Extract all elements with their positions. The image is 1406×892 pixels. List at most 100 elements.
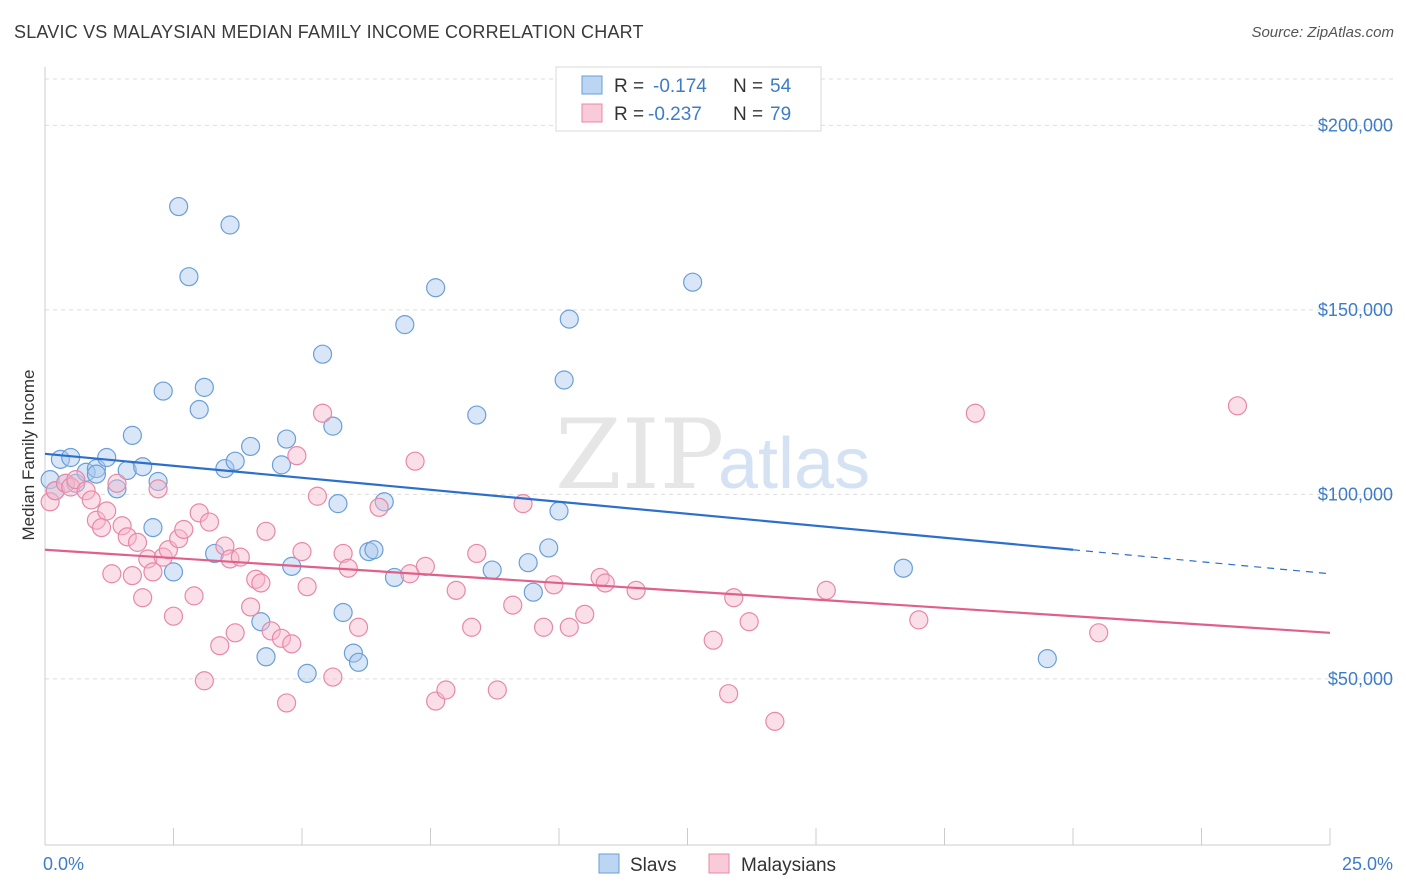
data-points bbox=[40, 196, 1248, 731]
malaysians-point-74 bbox=[765, 711, 785, 731]
malaysians-point-77 bbox=[965, 403, 985, 423]
malaysians-point-19 bbox=[148, 479, 168, 499]
malaysians-point-29 bbox=[210, 636, 230, 656]
malaysians-point-50 bbox=[348, 617, 369, 637]
slavs-point-0 bbox=[40, 470, 60, 490]
slavs-point-52 bbox=[559, 309, 579, 329]
malaysians-point-71 bbox=[719, 684, 739, 704]
malaysians-point-40 bbox=[276, 693, 297, 713]
legend-r-label-slavs: R = bbox=[614, 76, 644, 97]
bottom-legend-malaysians-swatch bbox=[708, 853, 730, 874]
slavs-point-33 bbox=[312, 344, 333, 364]
axes: $50,000 $100,000 $150,000 $200,000 0.0% 25.0% bbox=[43, 67, 1393, 874]
malaysians-point-65 bbox=[559, 617, 579, 637]
malaysians-point-43 bbox=[292, 542, 312, 562]
malaysians-point-35 bbox=[246, 569, 266, 589]
slavs-point-10 bbox=[107, 479, 127, 499]
slavs-point-46 bbox=[482, 560, 502, 580]
malaysians-point-73 bbox=[739, 612, 759, 632]
slavs-point-34 bbox=[323, 416, 343, 436]
y-tick-label-3: $200,000 bbox=[1318, 115, 1393, 135]
source-label: Source: ZipAtlas.com bbox=[1251, 24, 1394, 41]
malaysians-point-15 bbox=[127, 532, 148, 552]
gridlines bbox=[45, 78, 1395, 680]
malaysians-point-22 bbox=[163, 606, 184, 626]
slavs-point-45 bbox=[467, 405, 487, 425]
y-tick-label-0: $50,000 bbox=[1328, 669, 1393, 689]
slavs-point-21 bbox=[194, 377, 214, 397]
malaysians-point-41 bbox=[282, 634, 302, 654]
malaysians-point-12 bbox=[112, 516, 132, 536]
y-tick-label-2: $150,000 bbox=[1318, 300, 1393, 320]
slavs-point-13 bbox=[133, 457, 153, 477]
malaysians-point-27 bbox=[194, 671, 214, 691]
malaysians-point-57 bbox=[446, 580, 466, 600]
malaysians-point-37 bbox=[256, 521, 276, 541]
malaysians-point-9 bbox=[97, 501, 117, 521]
malaysians-point-54 bbox=[415, 556, 435, 576]
malaysians-point-59 bbox=[467, 543, 487, 564]
malaysians-point-28 bbox=[199, 512, 220, 532]
slavs-point-12 bbox=[122, 425, 142, 445]
malaysians-point-56 bbox=[436, 680, 456, 700]
slavs-point-32 bbox=[297, 663, 317, 683]
stats-legend: R = -0.174 N = 54 R = -0.237 N = 79 bbox=[555, 66, 822, 132]
watermark-atlas: atlas bbox=[718, 424, 870, 504]
slavs-point-48 bbox=[523, 582, 543, 602]
legend-n-label-malaysians: N = bbox=[733, 104, 763, 125]
malaysians-point-34 bbox=[241, 597, 261, 617]
bottom-legend: Slavs Malaysians bbox=[598, 853, 836, 876]
slavs-point-51 bbox=[549, 501, 569, 521]
slavs-point-15 bbox=[148, 471, 168, 492]
slavs-point-14 bbox=[143, 518, 163, 538]
slavs-point-47 bbox=[518, 553, 538, 573]
slavs-point-8 bbox=[86, 464, 107, 484]
malaysians-point-76 bbox=[909, 610, 929, 630]
malaysians-point-70 bbox=[703, 630, 723, 650]
malaysians-point-64 bbox=[544, 575, 564, 595]
malaysians-point-23 bbox=[169, 529, 189, 549]
slavs-point-18 bbox=[169, 196, 189, 217]
malaysians-point-10 bbox=[102, 564, 122, 584]
malaysians-point-14 bbox=[122, 565, 142, 586]
malaysians-point-44 bbox=[297, 577, 317, 597]
slavs-trend-extension bbox=[1072, 549, 1331, 575]
malaysians-point-32 bbox=[225, 623, 245, 643]
x-tick-label-1: 25.0% bbox=[1342, 854, 1393, 874]
malaysians-point-47 bbox=[323, 667, 343, 687]
malaysians-point-53 bbox=[405, 451, 425, 471]
y-axis-label: Median Family Income bbox=[19, 369, 38, 540]
malaysians-point-78 bbox=[1089, 623, 1109, 643]
slavs-point-53 bbox=[683, 272, 703, 292]
malaysians-point-75 bbox=[816, 580, 836, 600]
malaysians-point-68 bbox=[595, 573, 615, 593]
slavs-point-25 bbox=[225, 451, 245, 471]
slavs-point-26 bbox=[241, 436, 261, 457]
malaysians-point-0 bbox=[40, 492, 60, 512]
slavs-point-49 bbox=[539, 538, 559, 558]
slavs-point-16 bbox=[153, 381, 173, 401]
malaysians-point-6 bbox=[81, 490, 101, 510]
slavs-point-41 bbox=[374, 492, 394, 512]
slavs-point-29 bbox=[271, 455, 292, 475]
malaysians-point-36 bbox=[251, 573, 271, 593]
malaysians-trend-line bbox=[44, 548, 1331, 634]
slavs-point-38 bbox=[348, 652, 369, 672]
slavs-trend-line bbox=[44, 452, 1074, 551]
malaysians-point-11 bbox=[107, 473, 127, 493]
chart-title: SLAVIC VS MALAYSIAN MEDIAN FAMILY INCOME… bbox=[14, 22, 644, 42]
malaysians-point-46 bbox=[312, 403, 333, 423]
malaysians-point-18 bbox=[143, 562, 163, 582]
malaysians-point-51 bbox=[369, 497, 389, 517]
malaysians-point-42 bbox=[287, 446, 307, 466]
malaysians-point-24 bbox=[174, 519, 194, 540]
malaysians-point-45 bbox=[307, 486, 328, 506]
legend-n-value-malaysians: 79 bbox=[770, 104, 791, 125]
y-tick-label-1: $100,000 bbox=[1318, 484, 1393, 504]
malaysians-swatch bbox=[581, 103, 603, 123]
malaysians-point-63 bbox=[533, 617, 554, 637]
x-tick-label-0: 0.0% bbox=[43, 854, 84, 874]
bottom-legend-slavs: Slavs bbox=[630, 855, 676, 876]
legend-n-value-slavs: 54 bbox=[770, 76, 792, 97]
